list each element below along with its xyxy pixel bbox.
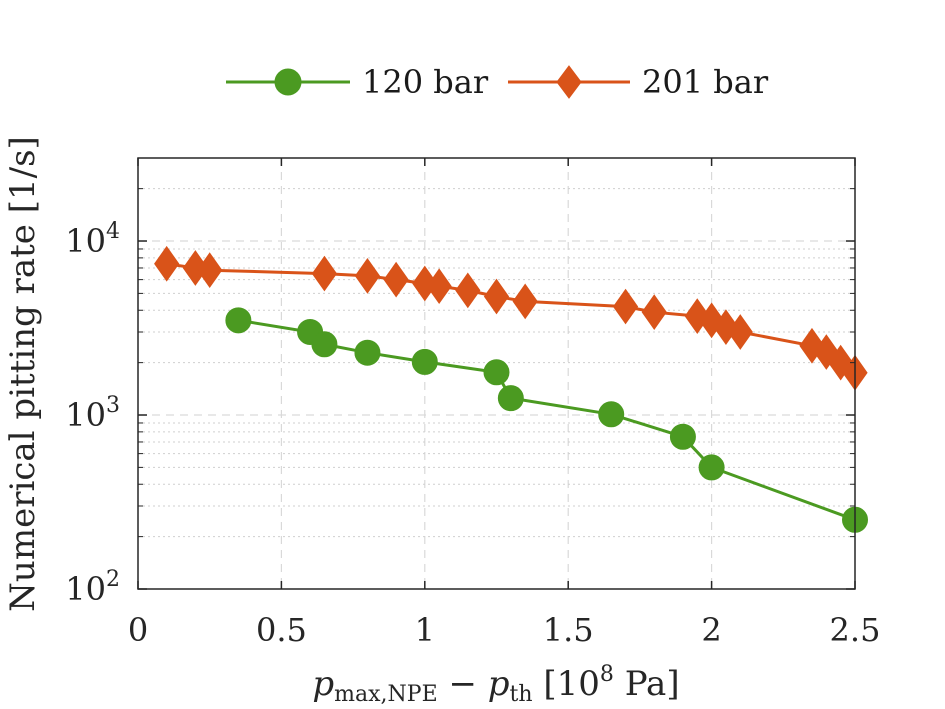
plot-frame [137,157,856,590]
data-point-201-bar [455,272,481,309]
data-point-120-bar [411,348,438,375]
y-tick-label: 102 [65,567,120,608]
data-point-120-bar [225,307,252,334]
data-point-201-bar [612,288,639,325]
data-point-201-bar [483,278,510,315]
data-point-120-bar [497,385,524,412]
data-point-201-bar [383,261,409,298]
data-point-120-bar [698,454,725,481]
data-point-201-bar [426,268,452,305]
x-tick-label: 2.5 [830,611,881,649]
data-point-120-bar [354,339,381,366]
data-point-120-bar [669,423,696,450]
series-line-201-bar [166,262,856,374]
x-axis-title: pmax,NPE − pth [108 Pa] [312,662,679,707]
data-point-201-bar [197,252,223,289]
legend-marker-201-bar [556,65,582,99]
data-point-201-bar [311,255,338,292]
data-point-120-bar [483,359,510,386]
y-axis-title: Numerical pitting rate [1/s] [3,136,43,612]
legend-marker-120-bar [274,68,302,96]
legend-label-120-bar: 120 bar [362,63,489,101]
ticks: 0 0.5 1 1.5 2 2.5 102 103 104 [65,157,881,649]
y-tick-label: 103 [65,393,120,434]
x-tick-label: 0.5 [256,611,307,649]
data-point-120-bar [311,331,338,358]
x-tick-label: 2 [701,611,721,649]
series-layer [154,245,868,533]
y-tick-label: 104 [65,219,120,260]
data-point-201-bar [154,245,180,282]
x-tick-label: 1 [415,611,435,649]
data-point-201-bar [512,283,538,320]
x-tick-label: 1.5 [543,611,594,649]
x-tick-label: 0 [128,611,148,649]
data-point-201-bar [354,258,381,294]
data-point-120-bar [598,401,625,428]
legend-label-201-bar: 201 bar [642,63,769,101]
data-point-201-bar [727,314,753,350]
data-point-201-bar [641,294,667,331]
legend: 120 bar 201 bar [226,63,769,101]
